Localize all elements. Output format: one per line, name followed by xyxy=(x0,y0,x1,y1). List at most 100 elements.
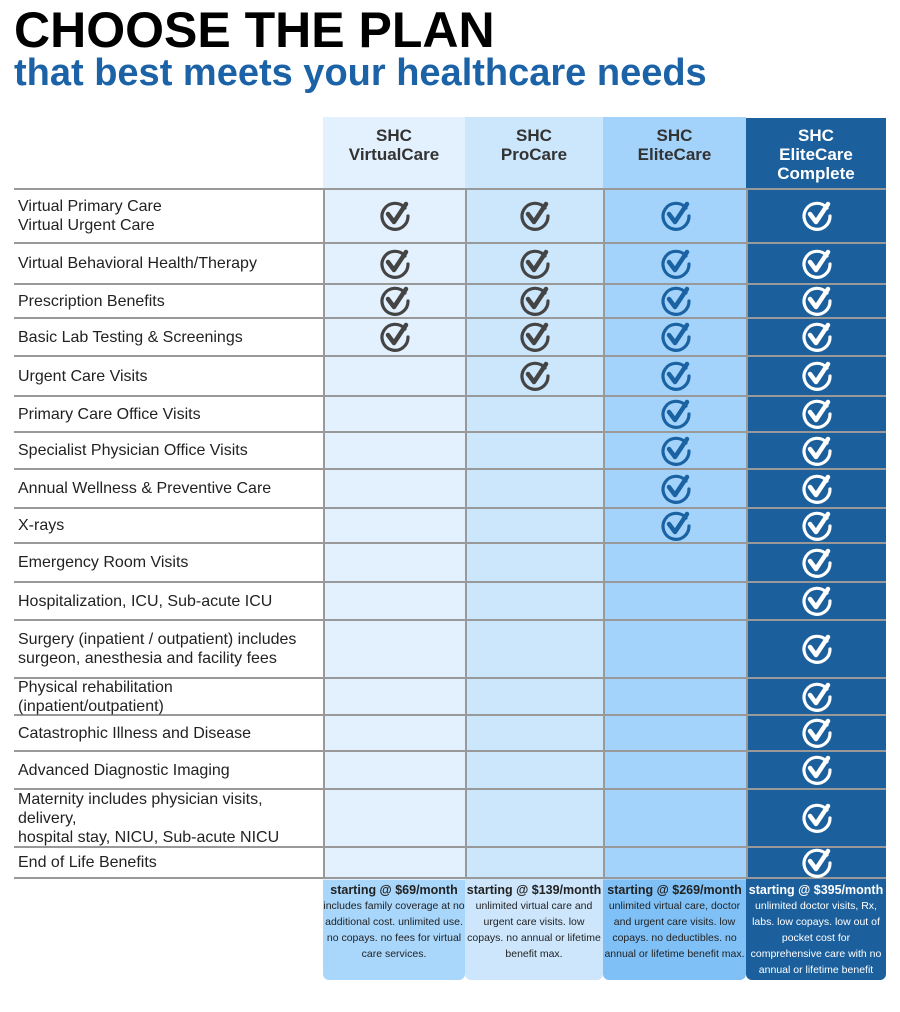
price-box-elitecare-complete: starting @ $395/month unlimited doctor vi… xyxy=(746,880,886,992)
feature-cell xyxy=(746,397,886,431)
feature-cell xyxy=(603,544,746,581)
feature-cell xyxy=(603,433,746,468)
feature-comparison-table: Virtual Primary Care Virtual Urgent Care… xyxy=(14,188,886,879)
feature-cell xyxy=(603,583,746,619)
plan-name: VirtualCare xyxy=(348,145,440,164)
feature-cell xyxy=(465,679,603,714)
feature-cell xyxy=(746,716,886,750)
price: starting @ $139/month xyxy=(466,883,602,897)
price: starting @ $69/month xyxy=(330,883,458,897)
checkmark-icon xyxy=(802,511,832,541)
checkmark-icon xyxy=(380,286,410,316)
checkmark-icon xyxy=(660,322,691,352)
feature-cell xyxy=(465,752,603,788)
feature-label: Virtual Primary Care Virtual Urgent Care xyxy=(18,198,162,234)
price-box-elitecare: starting @ $269/month unlimited virtual c… xyxy=(603,880,746,980)
feature-label: X-rays xyxy=(18,517,65,534)
feature-cell xyxy=(465,470,603,507)
feature-label: Emergency Room Visits xyxy=(18,554,189,571)
checkmark-icon xyxy=(802,755,832,785)
checkmark-icon xyxy=(802,803,832,833)
price: starting @ $269/month xyxy=(607,883,742,897)
feature-cell xyxy=(323,509,465,542)
feature-cell xyxy=(323,470,465,507)
price-description: includes family coverage at no additiona… xyxy=(323,900,465,960)
page-title: CHOOSE THE PLAN xyxy=(14,2,495,58)
price-box-procare: starting @ $139/month unlimited virtual c… xyxy=(465,880,603,980)
feature-row: Primary Care Office Visits xyxy=(14,397,886,433)
checkmark-icon xyxy=(802,286,832,316)
feature-label: Hospitalization, ICU, Sub-acute ICU xyxy=(18,592,273,610)
feature-cell xyxy=(465,621,603,677)
feature-cell xyxy=(603,509,746,542)
feature-cell xyxy=(465,319,603,355)
feature-cell xyxy=(465,848,603,877)
feature-cell xyxy=(746,544,886,581)
feature-cell xyxy=(603,470,746,507)
feature-label: Primary Care Office Visits xyxy=(18,405,201,423)
feature-cell xyxy=(465,716,603,750)
feature-cell xyxy=(323,433,465,468)
feature-cell xyxy=(323,357,465,395)
feature-label: Prescription Benefits xyxy=(18,292,165,310)
checkmark-icon xyxy=(520,361,550,391)
checkmark-icon xyxy=(802,436,832,466)
feature-label: Physical rehabilitation (inpatient/outpa… xyxy=(18,678,173,715)
feature-cell xyxy=(603,679,746,714)
feature-row: X-rays xyxy=(14,509,886,544)
price-box-virtualcare: starting @ $69/month includes family cove… xyxy=(323,880,465,980)
plan-name: SHC xyxy=(516,126,552,145)
feature-cell xyxy=(603,190,746,242)
feature-row: Annual Wellness & Preventive Care xyxy=(14,470,886,509)
plan-name: SHC xyxy=(376,126,412,145)
feature-cell xyxy=(465,285,603,317)
feature-label: Surgery (inpatient / outpatient) include… xyxy=(18,631,297,667)
feature-cell xyxy=(746,790,886,846)
feature-cell xyxy=(603,285,746,317)
feature-cell xyxy=(465,509,603,542)
feature-cell xyxy=(746,848,886,878)
price-description: unlimited virtual care and urgent care v… xyxy=(467,900,601,960)
feature-label: Catastrophic Illness and Disease xyxy=(18,724,252,742)
checkmark-icon xyxy=(802,634,832,664)
checkmark-icon xyxy=(802,322,832,352)
checkmark-icon xyxy=(660,361,691,391)
plan-name: SHC xyxy=(798,126,834,145)
feature-cell xyxy=(603,716,746,750)
feature-cell xyxy=(746,470,886,507)
feature-cell xyxy=(746,679,886,714)
feature-row: Virtual Behavioral Health/Therapy xyxy=(14,244,886,285)
feature-cell xyxy=(323,716,465,750)
checkmark-icon xyxy=(660,474,691,504)
checkmark-icon xyxy=(802,848,832,878)
feature-cell xyxy=(323,285,465,317)
checkmark-icon xyxy=(802,201,832,231)
feature-label: End of Life Benefits xyxy=(18,854,157,871)
feature-cell xyxy=(746,621,886,677)
feature-row: Basic Lab Testing & Screenings xyxy=(14,319,886,357)
checkmark-icon xyxy=(660,399,691,429)
feature-cell xyxy=(603,397,746,431)
checkmark-icon xyxy=(660,286,691,316)
feature-row: Prescription Benefits xyxy=(14,285,886,319)
checkmark-icon xyxy=(802,718,832,748)
price: starting @ $395/month xyxy=(748,883,884,897)
feature-cell xyxy=(746,583,886,619)
feature-row: Hospitalization, ICU, Sub-acute ICU xyxy=(14,583,886,621)
plan-header-procare: SHC ProCare xyxy=(465,126,603,164)
feature-cell xyxy=(323,679,465,714)
feature-cell xyxy=(465,544,603,581)
feature-row: Advanced Diagnostic Imaging xyxy=(14,752,886,790)
feature-label: Advanced Diagnostic Imaging xyxy=(18,761,230,779)
price-description: unlimited doctor visits, Rx, labs. low c… xyxy=(750,900,882,992)
checkmark-icon xyxy=(660,249,691,279)
checkmark-icon xyxy=(802,682,832,712)
feature-cell xyxy=(746,319,886,355)
feature-cell xyxy=(465,397,603,431)
feature-cell xyxy=(746,509,886,542)
feature-label: Virtual Behavioral Health/Therapy xyxy=(18,255,257,272)
feature-cell xyxy=(746,357,886,395)
feature-row: Emergency Room Visits xyxy=(14,544,886,583)
checkmark-icon xyxy=(520,286,550,316)
feature-cell xyxy=(746,752,886,788)
